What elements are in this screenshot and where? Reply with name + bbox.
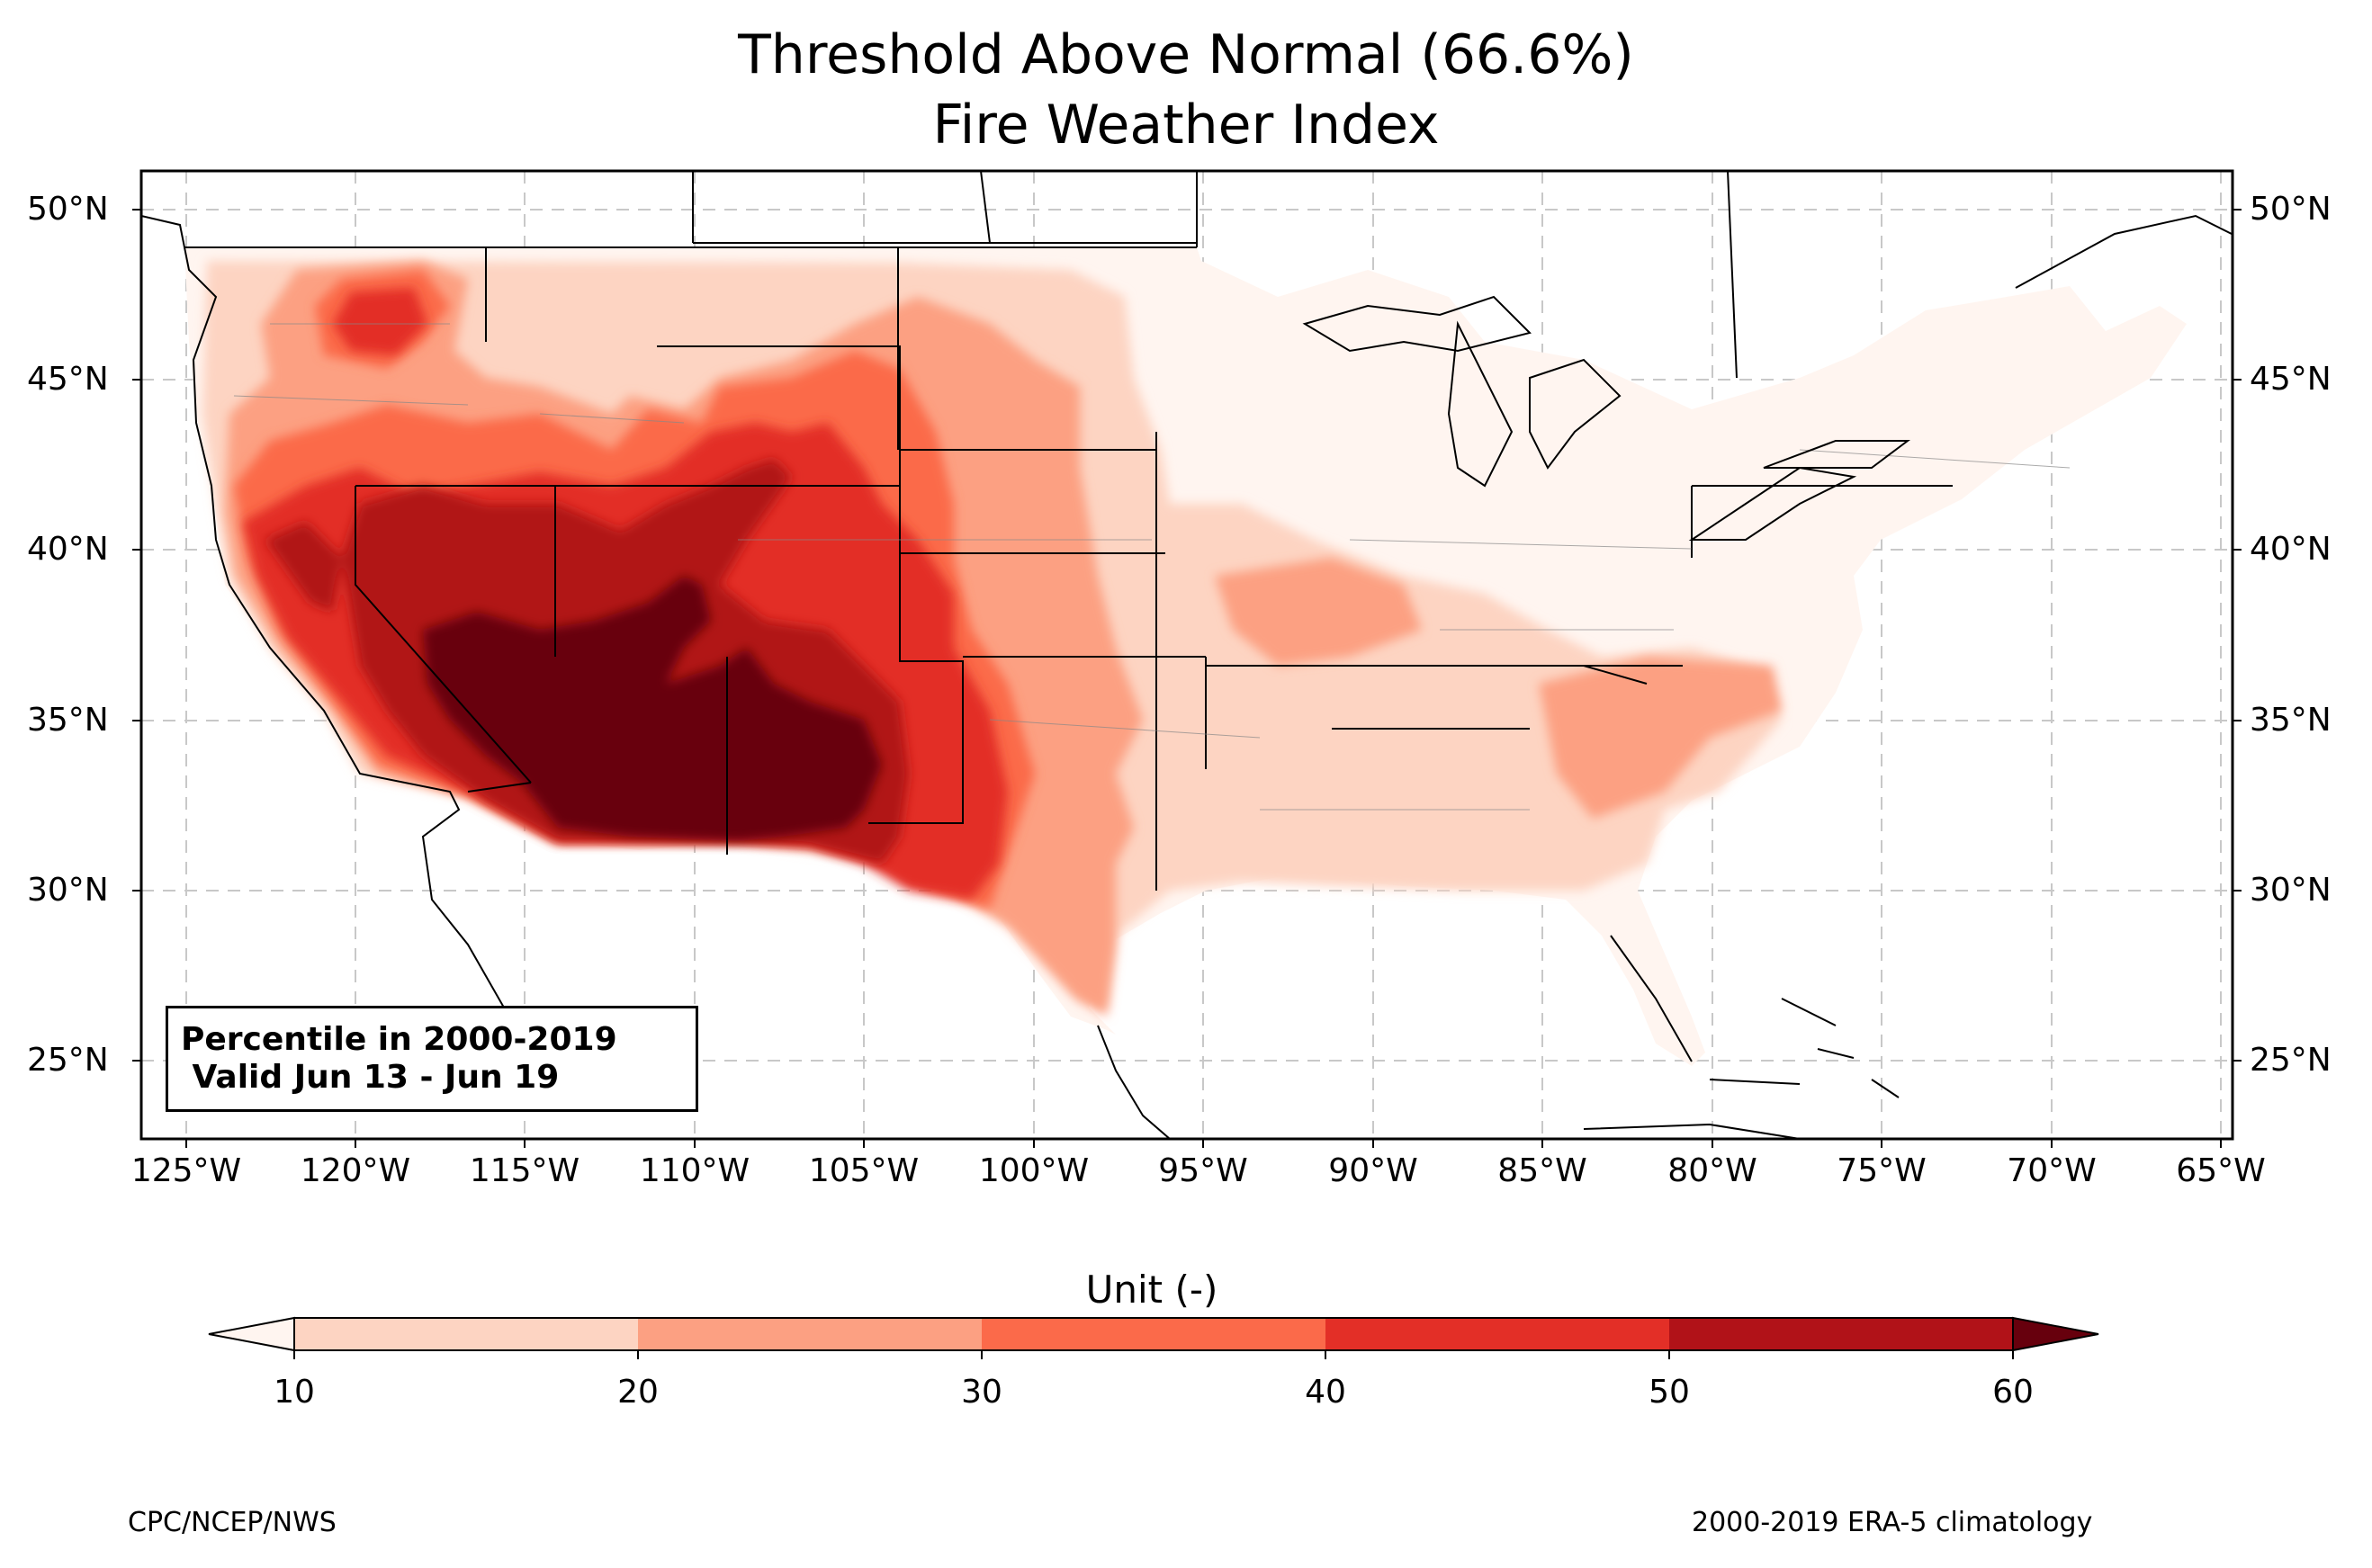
colorbar-label: Unit (-) [1085,1268,1218,1312]
colorbar-tick-label: 20 [617,1374,659,1411]
lon-tick-label: 105°W [808,1152,920,1189]
colorbar-tick-label: 50 [1649,1374,1690,1411]
colorbar-tick-label: 10 [274,1374,315,1411]
lon-tick-label: 70°W [2007,1152,2097,1189]
colorbar-bin-40-50 [1325,1318,1669,1350]
lon-tick-label: 95°W [1158,1152,1248,1189]
lat-tick-label-right: 40°N [2250,531,2332,568]
lon-tick-label: 90°W [1328,1152,1418,1189]
colorbar-bin-50-60 [1669,1318,2013,1350]
lat-tick-label-right: 35°N [2250,702,2332,739]
map-subtitle: Fire Weather Index [932,94,1440,157]
lon-tick-label: 85°W [1497,1152,1587,1189]
percentile-info-box: Percentile in 2000-2019 Valid Jun 13 - J… [166,1006,698,1112]
coastline [141,214,2233,1139]
colorbar-bin-30-40 [982,1318,1325,1350]
colorbar-tick-label: 60 [1992,1374,2034,1411]
colorbar-bin-20-30 [638,1318,982,1350]
lat-tick-label-right: 50°N [2250,191,2332,228]
lat-tick-label-left: 30°N [27,872,109,909]
lat-tick-label-right: 25°N [2250,1042,2332,1079]
lat-tick-label-left: 35°N [27,702,109,739]
info-box-line-2: Valid Jun 13 - Jun 19 [181,1059,560,1096]
lat-tick-label-left: 40°N [27,531,109,568]
footer-climatology: 2000-2019 ERA-5 climatology [1692,1507,2093,1538]
shading-60-plus [423,576,882,841]
lat-tick-label-right: 30°N [2250,872,2332,909]
lon-tick-label: 75°W [1837,1152,1927,1189]
lon-tick-label: 100°W [978,1152,1090,1189]
lon-tick-label: 125°W [130,1152,242,1189]
lon-tick-label: 80°W [1667,1152,1757,1189]
border-lines [184,171,1953,891]
lon-tick-label: 120°W [300,1152,411,1189]
lon-tick-label: 65°W [2176,1152,2266,1189]
info-box-line-1: Percentile in 2000-2019 [181,1021,617,1058]
footer-source: CPC/NCEP/NWS [128,1507,337,1538]
lon-tick-label: 110°W [639,1152,750,1189]
colorbar-tick-label: 30 [961,1374,1002,1411]
lat-tick-label-left: 25°N [27,1042,109,1079]
lon-tick-label: 115°W [469,1152,580,1189]
tick-marks [132,209,2242,1148]
map-title: Threshold Above Normal (66.6%) [738,23,1634,86]
county-lines [233,323,2071,811]
lat-tick-label-left: 45°N [27,361,109,398]
lat-tick-label-left: 50°N [27,191,109,228]
map-frame [139,169,2234,1141]
lat-tick-label-right: 45°N [2250,361,2332,398]
colorbar-bin-10-20 [294,1318,638,1350]
colorbar-tick-label: 40 [1305,1374,1346,1411]
colorbar-extend-low [208,1316,295,1352]
colorbar-extend-high [2012,1316,2099,1352]
colorbar [208,1316,2099,1359]
